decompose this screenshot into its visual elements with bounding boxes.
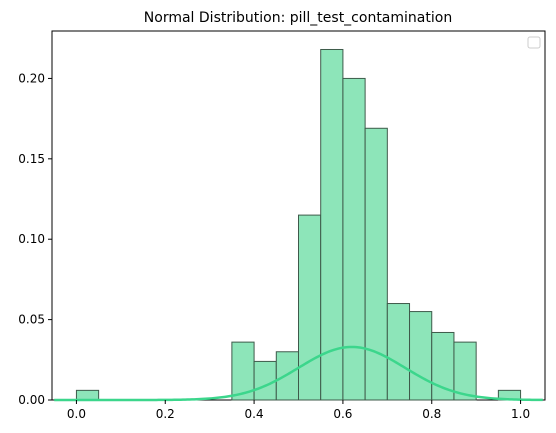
chart-title: Normal Distribution: pill_test_contamina…	[144, 10, 452, 26]
histogram-bar	[75, 389, 100, 401]
histogram-bar	[298, 214, 322, 401]
x-tick-label: 0.2	[156, 407, 175, 421]
histogram-bar	[364, 127, 388, 401]
x-tick-label: 0.6	[333, 407, 352, 421]
x-tick-label: 1.0	[511, 407, 530, 421]
histogram-bar	[453, 341, 477, 401]
y-axis: 0.00 0.05 0.10 0.15 0.20	[18, 71, 52, 407]
density-curve-layer	[54, 345, 543, 402]
histogram-bars	[75, 48, 522, 401]
x-tick-label: 0.8	[422, 407, 441, 421]
y-tick-label: 0.10	[18, 232, 45, 246]
y-tick-label: 0.15	[18, 152, 45, 166]
x-tick-label: 0.0	[67, 407, 86, 421]
x-tick-label: 0.4	[245, 407, 264, 421]
histogram-bar	[409, 311, 433, 401]
histogram-bar	[386, 303, 411, 401]
x-axis: 0.0 0.2 0.4 0.6 0.8 1.0	[67, 400, 530, 421]
histogram-bar	[275, 351, 299, 401]
density-curve	[54, 345, 543, 402]
legend-box	[527, 36, 541, 49]
histogram-bar	[342, 77, 366, 401]
y-tick-label: 0.00	[18, 393, 45, 407]
histogram-bar	[253, 360, 277, 401]
y-tick-label: 0.05	[18, 313, 45, 327]
y-tick-label: 0.20	[18, 71, 45, 85]
legend	[527, 36, 541, 49]
